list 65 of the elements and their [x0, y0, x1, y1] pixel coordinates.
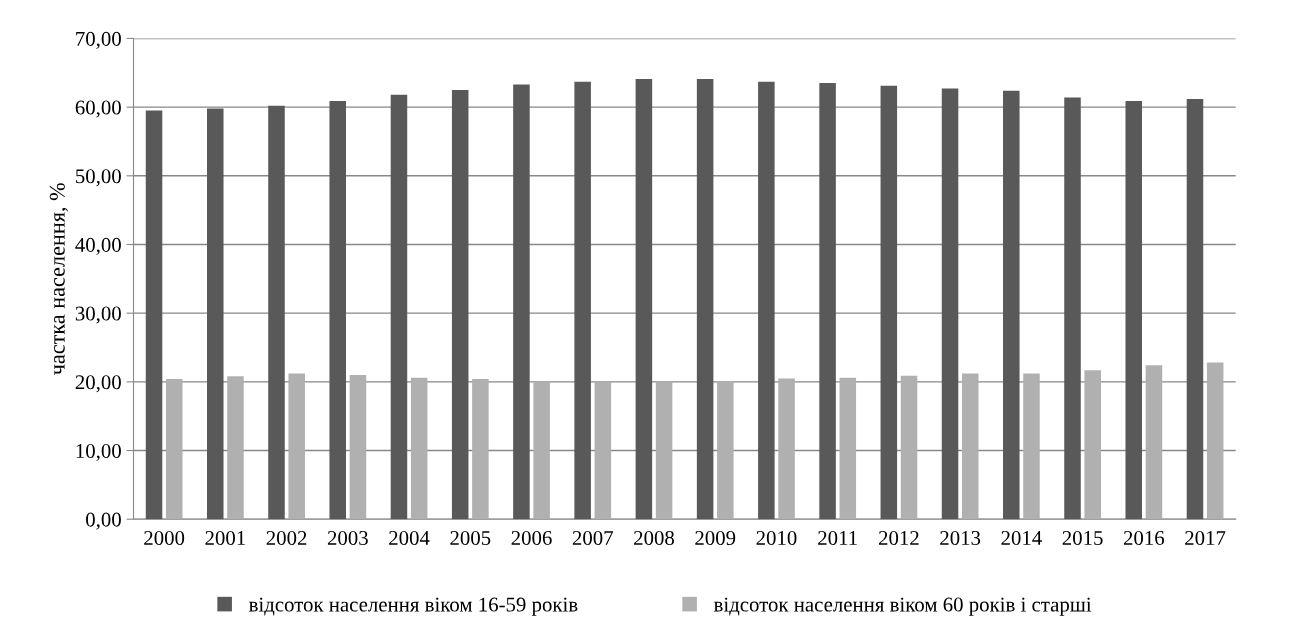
- bar: [1186, 98, 1204, 520]
- x-tick-label: 2013: [940, 530, 981, 545]
- x-tick-label: 2003: [327, 530, 368, 545]
- x-tick-label: 2014: [1001, 530, 1042, 545]
- legend-label: відсоток населення віком 16-59 років: [248, 597, 578, 616]
- bar: [696, 78, 714, 520]
- bar: [880, 85, 898, 520]
- bar: [410, 377, 428, 520]
- legend-label: відсоток населення віком 60 років і старші: [713, 597, 1092, 616]
- y-tick-label: 20,00: [75, 375, 121, 393]
- x-tick-label: 2015: [1062, 530, 1103, 545]
- bar: [594, 381, 612, 520]
- y-tick-label: 10,00: [76, 443, 121, 461]
- bar: [635, 78, 653, 520]
- x-tick-label: 2011: [818, 530, 857, 545]
- x-tick-label: 2001: [205, 530, 245, 545]
- x-tick-label: 2012: [879, 530, 919, 545]
- x-tick-label: 2000: [144, 530, 185, 545]
- bar: [1084, 370, 1101, 520]
- bar: [329, 100, 346, 520]
- bar: [472, 379, 489, 520]
- bar: [839, 377, 857, 520]
- x-tick-label: 2017: [1185, 530, 1226, 545]
- bar: [1064, 97, 1081, 520]
- x-tick-label: 2002: [266, 530, 307, 545]
- bar: [778, 378, 795, 520]
- bar: [533, 381, 550, 520]
- bar: [1023, 373, 1040, 520]
- x-tick-label: 2009: [695, 530, 736, 545]
- bar: [941, 88, 959, 520]
- bar: [655, 381, 673, 520]
- bar: [717, 381, 734, 520]
- bar: [390, 94, 408, 520]
- y-tick-label: 60,00: [75, 100, 121, 118]
- bar: [207, 108, 224, 520]
- bar: [165, 379, 183, 520]
- bar: [961, 373, 979, 520]
- bar: [268, 105, 285, 520]
- x-tick-label: 2010: [756, 530, 797, 545]
- x-tick-label: 2006: [511, 530, 552, 545]
- y-tick-label: 50,00: [76, 169, 121, 187]
- bar: [1206, 362, 1224, 520]
- bar: [1003, 90, 1020, 520]
- bar: [758, 81, 775, 520]
- bar: [451, 89, 469, 520]
- x-tick-label: 2007: [572, 530, 613, 545]
- y-tick-label: 30,00: [75, 306, 121, 324]
- y-tick-label: 0,00: [86, 512, 121, 530]
- x-tick-label: 2004: [389, 530, 430, 545]
- x-tick-label: 2005: [450, 530, 491, 545]
- x-tick-label: 2016: [1123, 530, 1165, 545]
- bar: [227, 376, 244, 520]
- bar: [288, 373, 305, 520]
- y-tick-label: 40,00: [75, 237, 121, 255]
- y-tick-label: 70,00: [76, 31, 121, 49]
- bar: [819, 83, 836, 520]
- x-tick-label: 2008: [634, 530, 675, 545]
- bar: [900, 375, 918, 520]
- bar: [145, 110, 163, 520]
- bar: [1145, 365, 1163, 520]
- bar: [1125, 100, 1143, 520]
- bar: [513, 84, 530, 520]
- y-axis-title: частка населення, %: [49, 183, 68, 375]
- bar: [349, 374, 367, 520]
- bar: [574, 81, 591, 520]
